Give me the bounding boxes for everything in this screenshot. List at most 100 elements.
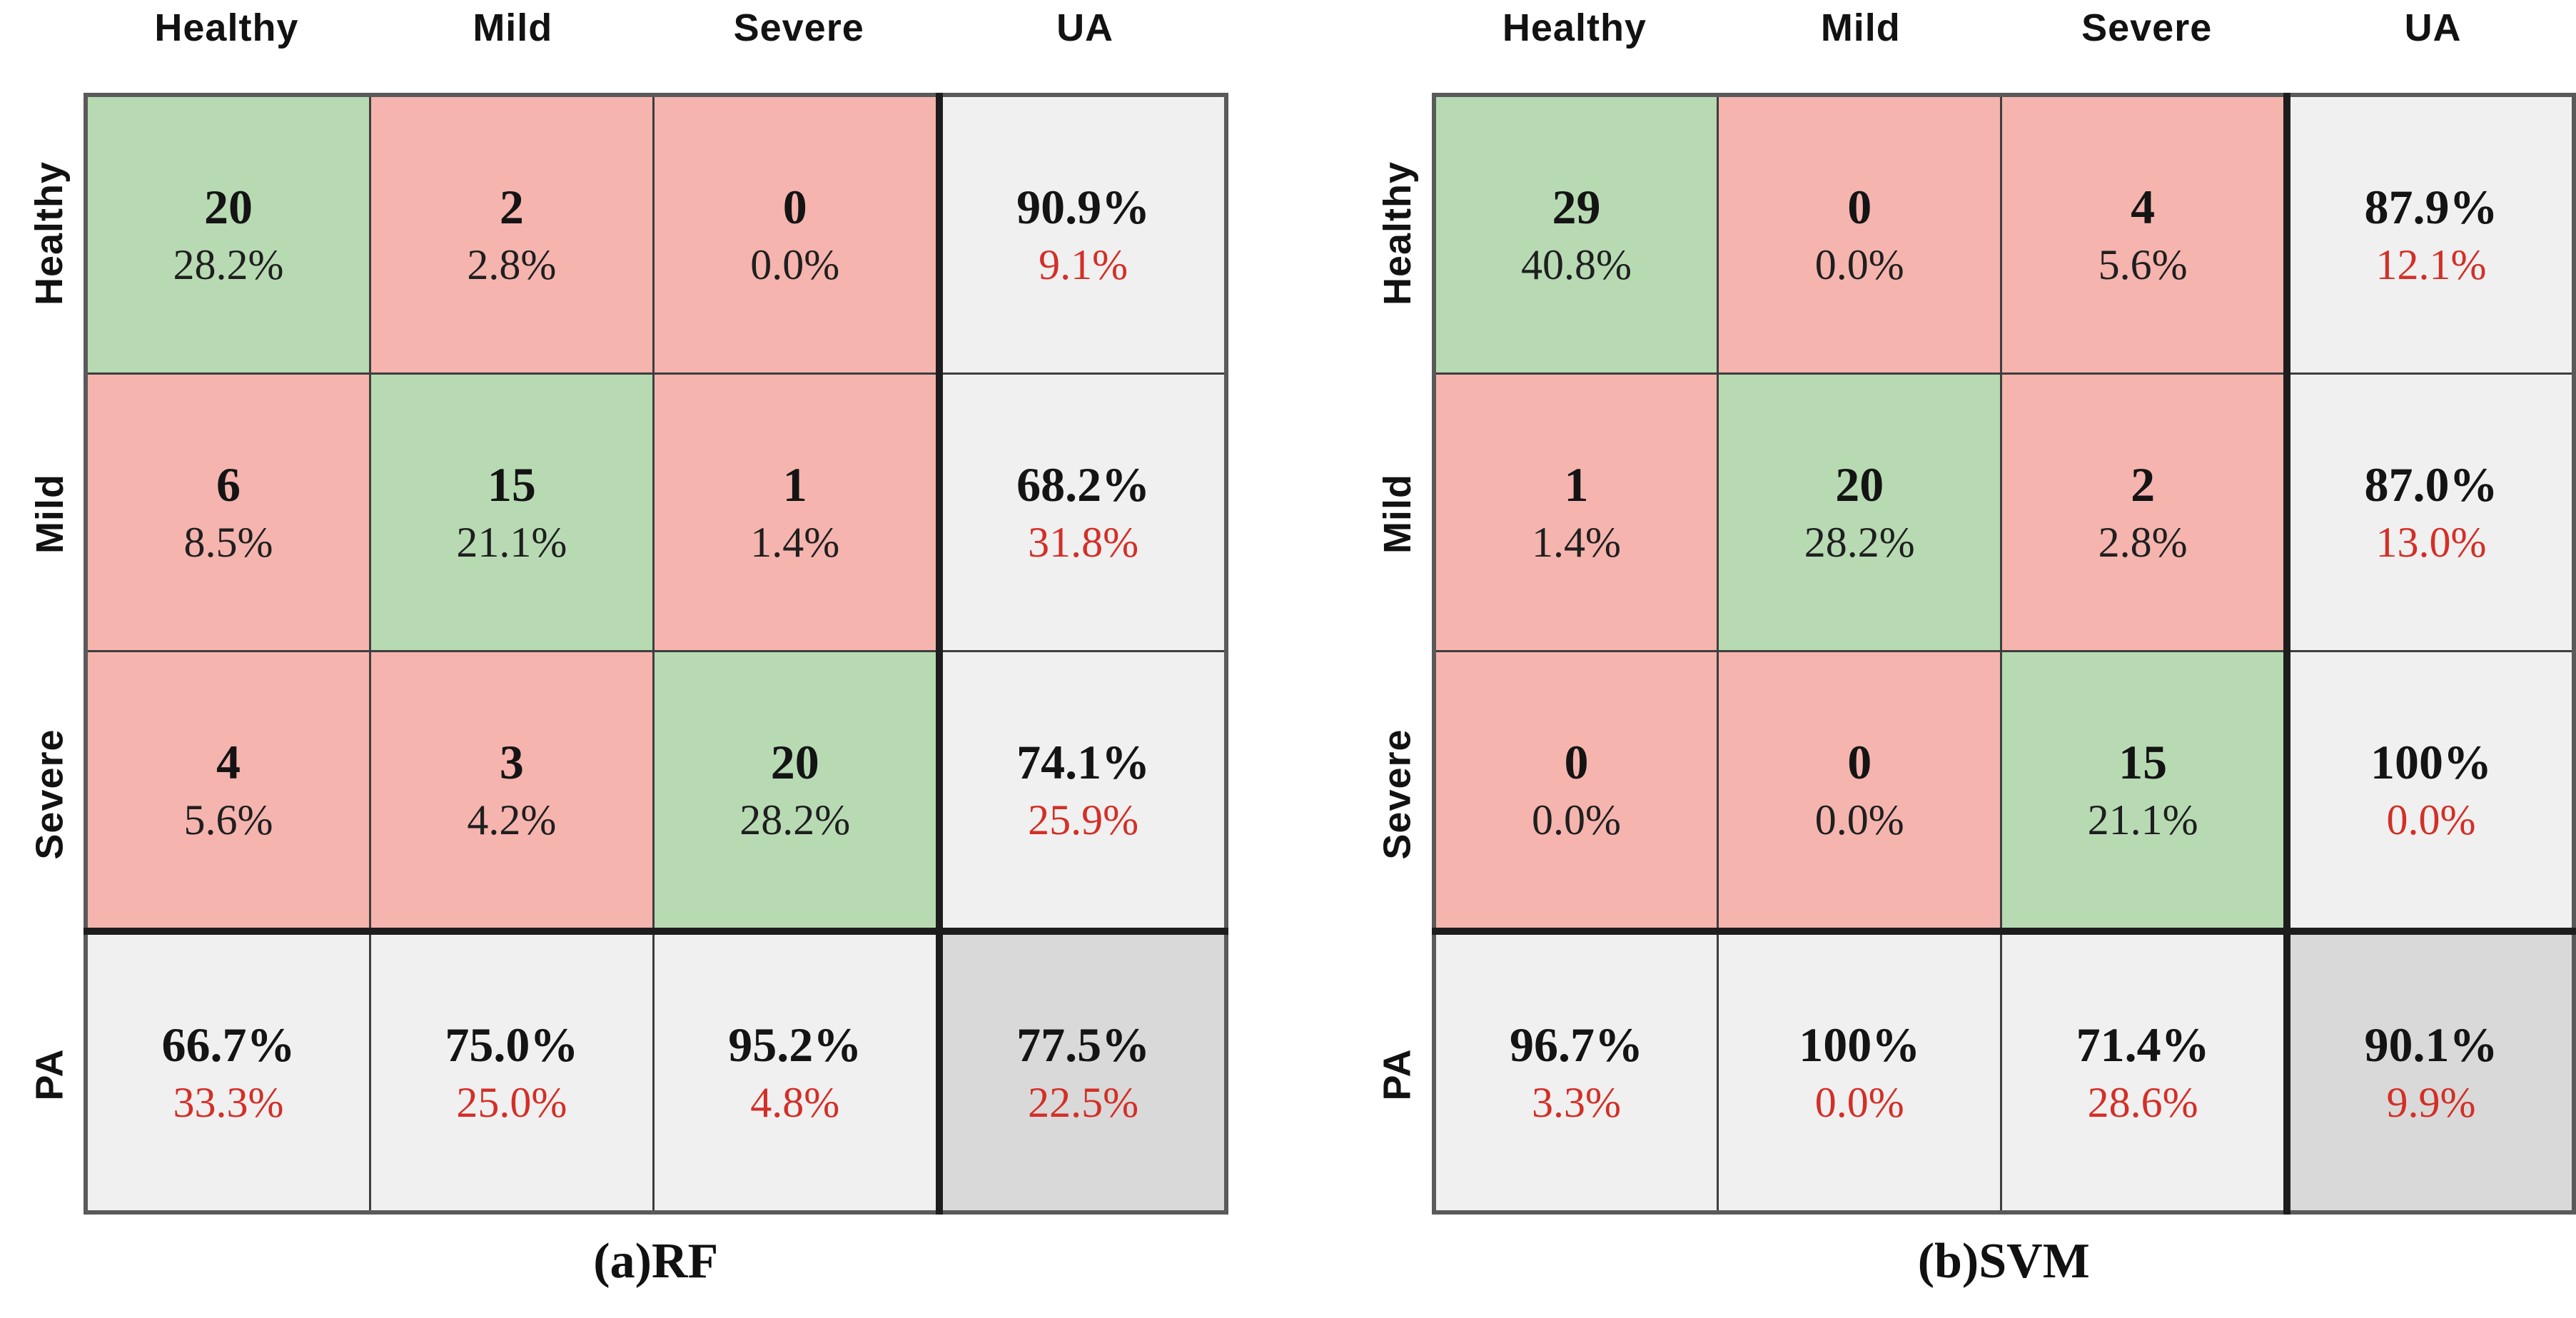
cell-primary-value: 15 xyxy=(2118,735,2168,790)
row-label-text: Healthy xyxy=(1376,161,1420,305)
cell-secondary-value: 25.0% xyxy=(456,1079,567,1127)
matrix-cell-r1c1: 15 21.1% xyxy=(368,372,655,652)
caption-rf: (a)RF xyxy=(593,1234,719,1289)
matrix-cell-r2c0: 0 0.0% xyxy=(1432,650,1719,935)
cell-secondary-value: 5.6% xyxy=(2098,241,2188,289)
row-labels: Healthy Mild Severe PA xyxy=(16,93,84,1215)
cell-secondary-value: 0.0% xyxy=(2386,796,2476,844)
cell-secondary-value: 13.0% xyxy=(2375,519,2487,567)
matrix-cell-r1c1: 20 28.2% xyxy=(1717,372,2003,652)
matrix-cell-r1c3: 68.2% 31.8% xyxy=(938,372,1227,652)
matrix-cell-r0c1: 0 0.0% xyxy=(1717,93,2003,375)
matrix-cell-r1c3: 87.0% 13.0% xyxy=(2285,372,2575,652)
confusion-matrix-svm: 29 40.8% 0 0.0% 4 5.6% 87.9% 12.1% 1 1.4% 20 28.2% 2… xyxy=(1431,93,2576,1215)
cell-secondary-value: 0.0% xyxy=(1814,1079,1904,1127)
matrix-cell-r3c3: 90.1% 9.9% xyxy=(2285,930,2575,1214)
cell-primary-value: 74.1% xyxy=(1016,735,1151,790)
matrix-row-1: 1 1.4% 20 28.2% 2 2.8% 87.0% 13.0% xyxy=(1432,372,2575,652)
cell-secondary-value: 4.8% xyxy=(750,1079,840,1127)
row-label-2: Severe xyxy=(16,654,84,934)
col-header-3: UA xyxy=(1056,6,1114,49)
matrix-cell-r1c2: 2 2.8% xyxy=(2000,372,2291,652)
cell-primary-value: 20 xyxy=(203,180,253,235)
matrix-cell-r3c3: 77.5% 22.5% xyxy=(938,930,1227,1214)
cell-secondary-value: 25.9% xyxy=(1028,796,1139,844)
matrix-cell-r3c2: 95.2% 4.8% xyxy=(652,930,943,1214)
caption-svm: (b)SVM xyxy=(1917,1234,2090,1289)
row-label-3: PA xyxy=(1364,934,1432,1215)
row-label-text: Mild xyxy=(28,473,71,554)
cell-primary-value: 95.2% xyxy=(728,1018,862,1073)
matrix-cell-r3c0: 66.7% 33.3% xyxy=(84,930,371,1214)
cell-primary-value: 29 xyxy=(1552,180,1601,235)
matrix-cell-r0c2: 4 5.6% xyxy=(2000,93,2291,375)
row-label-0: Healthy xyxy=(1364,93,1432,373)
cell-secondary-value: 2.8% xyxy=(467,241,557,289)
cell-secondary-value: 8.5% xyxy=(183,519,273,567)
cell-secondary-value: 40.8% xyxy=(1520,241,1632,289)
cell-primary-value: 0 xyxy=(782,180,807,235)
col-header-1: Mild xyxy=(473,6,553,49)
matrix-cell-r1c2: 1 1.4% xyxy=(652,372,943,652)
cell-primary-value: 2 xyxy=(2131,457,2156,512)
panel-svm: Healthy Mild Severe UA Healthy Mild Severe PA … xyxy=(1364,0,2576,1318)
row-label-text: Severe xyxy=(28,728,71,860)
cell-primary-value: 0 xyxy=(1847,735,1872,790)
cell-secondary-value: 0.0% xyxy=(1814,796,1904,844)
col-header-0: Healthy xyxy=(154,6,299,49)
cell-primary-value: 66.7% xyxy=(161,1018,296,1073)
col-header-1: Mild xyxy=(1820,6,1901,49)
matrix-cell-r1c0: 1 1.4% xyxy=(1432,372,1719,652)
col-header-2: Severe xyxy=(733,6,864,49)
cell-secondary-value: 0.0% xyxy=(1531,796,1621,844)
matrix-cell-r2c1: 3 4.2% xyxy=(368,650,655,935)
cell-secondary-value: 4.2% xyxy=(467,796,557,844)
matrix-cell-r0c1: 2 2.8% xyxy=(368,93,655,375)
matrix-cell-r3c1: 75.0% 25.0% xyxy=(368,930,655,1214)
cell-secondary-value: 21.1% xyxy=(456,519,567,567)
cell-primary-value: 75.0% xyxy=(445,1018,579,1073)
cell-primary-value: 100% xyxy=(1799,1018,1921,1073)
cell-primary-value: 1 xyxy=(1564,457,1589,512)
cell-primary-value: 20 xyxy=(770,735,819,790)
cell-secondary-value: 31.8% xyxy=(1028,519,1139,567)
cell-secondary-value: 12.1% xyxy=(2375,241,2487,289)
matrix-row-1: 6 8.5% 15 21.1% 1 1.4% 68.2% 31.8% xyxy=(84,372,1227,652)
cell-secondary-value: 3.3% xyxy=(1531,1079,1621,1127)
cell-secondary-value: 22.5% xyxy=(1028,1079,1139,1127)
matrix-cell-r0c0: 20 28.2% xyxy=(84,93,371,375)
matrix-cell-r0c3: 90.9% 9.1% xyxy=(938,93,1227,375)
col-header-0: Healthy xyxy=(1502,6,1647,49)
cell-primary-value: 90.9% xyxy=(1016,180,1151,235)
row-label-1: Mild xyxy=(16,373,84,654)
row-label-1: Mild xyxy=(1364,373,1432,654)
cell-primary-value: 77.5% xyxy=(1016,1018,1151,1073)
cell-primary-value: 1 xyxy=(782,457,807,512)
matrix-row-2: 4 5.6% 3 4.2% 20 28.2% 74.1% 25.9% xyxy=(84,650,1227,935)
row-label-text: PA xyxy=(28,1048,71,1101)
matrix-cell-r2c1: 0 0.0% xyxy=(1717,650,2003,935)
cell-primary-value: 96.7% xyxy=(1509,1018,1643,1073)
cell-primary-value: 4 xyxy=(2131,180,2156,235)
matrix-cell-r2c2: 15 21.1% xyxy=(2000,650,2291,935)
row-label-text: Healthy xyxy=(28,161,71,305)
cell-secondary-value: 0.0% xyxy=(750,241,840,289)
cell-secondary-value: 5.6% xyxy=(183,796,273,844)
cell-secondary-value: 2.8% xyxy=(2098,519,2188,567)
cell-secondary-value: 28.2% xyxy=(1804,519,1915,567)
cell-secondary-value: 21.1% xyxy=(2087,796,2198,844)
cell-primary-value: 87.0% xyxy=(2364,457,2498,512)
cell-secondary-value: 0.0% xyxy=(1814,241,1904,289)
cell-primary-value: 4 xyxy=(216,735,241,790)
matrix-cell-r3c2: 71.4% 28.6% xyxy=(2000,930,2291,1214)
matrix-cell-r0c2: 0 0.0% xyxy=(652,93,943,375)
column-headers: Healthy Mild Severe UA xyxy=(1432,0,2576,93)
cell-secondary-value: 1.4% xyxy=(750,519,840,567)
row-label-0: Healthy xyxy=(16,93,84,373)
cell-primary-value: 2 xyxy=(499,180,524,235)
panel-rf: Healthy Mild Severe UA Healthy Mild Severe PA … xyxy=(16,0,1228,1318)
matrix-cell-r1c0: 6 8.5% xyxy=(84,372,371,652)
cell-primary-value: 71.4% xyxy=(2076,1018,2210,1073)
cell-primary-value: 0 xyxy=(1847,180,1872,235)
